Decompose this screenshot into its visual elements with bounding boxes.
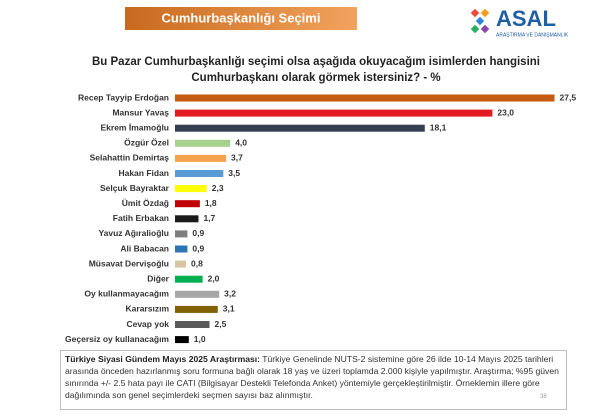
page-number: 38 [540,394,547,400]
footnote-text: Türkiye Genelinde NUTS-2 sistemine göre … [65,354,559,400]
category-label: Müsavat Dervişoğlu [89,258,169,268]
header-banner [125,7,357,30]
bar [175,245,188,253]
bar [175,94,555,102]
category-label: Selçuk Bayraktar [100,183,170,193]
value-label: 3,5 [228,168,240,178]
bar [175,109,493,117]
category-label: Diğer [147,273,169,283]
bar [175,290,220,298]
value-label: 18,1 [430,122,447,132]
value-label: 0,9 [192,243,204,253]
value-label: 4,0 [235,138,247,148]
value-label: 1,0 [194,334,206,344]
bar [175,170,224,177]
category-label: Yavuz Ağıralioğlu [98,228,169,238]
value-label: 2,3 [212,183,224,193]
value-label: 3,7 [231,153,243,163]
category-label: Cevap yok [126,319,169,329]
category-label: Ali Babacan [120,243,169,253]
category-label: Özgür Özel [124,138,169,148]
value-label: 1,7 [203,213,215,223]
value-label: 23,0 [497,107,514,117]
category-label: Ekrem İmamoğlu [101,122,170,132]
category-label: Selahattin Demirtaş [90,153,170,163]
value-label: 3,1 [223,304,235,314]
value-label: 0,9 [192,228,204,238]
bar [175,215,199,223]
value-label: 27,5 [560,92,577,102]
category-label: Oy kullanmayacağım [84,289,169,299]
bar [175,200,200,208]
bar [175,321,210,328]
category-label: Mansur Yavaş [112,107,169,117]
bar [175,185,207,193]
category-label: Kararsızım [126,304,170,314]
value-label: 3,2 [224,289,236,299]
value-label: 2,5 [215,319,227,329]
chart-title: Bu Pazar Cumhurbaşkanlığı seçimi olsa aş… [92,56,540,68]
bar [175,154,227,162]
category-label: Geçersiz oy kullanacağım [65,334,169,344]
bar [175,230,188,238]
value-label: 2,0 [208,273,220,283]
bar [175,275,203,283]
chart-title: Cumhurbaşkanı olarak görmek istersiniz? … [191,72,440,84]
bar [175,124,425,132]
value-label: 1,8 [205,198,217,208]
bar [175,305,218,313]
footnote-heading: Türkiye Siyasi Gündem Mayıs 2025 Araştır… [65,354,261,364]
category-label: Recep Tayyip Erdoğan [78,92,169,102]
category-label: Ümit Özdağ [122,198,169,208]
bar [175,139,231,147]
logo-text: ASAL [496,6,556,31]
bar [175,336,189,344]
footnote: Türkiye Siyasi Gündem Mayıs 2025 Araştır… [60,350,567,410]
logo-icon [470,8,490,34]
bar [175,260,187,268]
header-title: Cumhurbaşkanlığı Seçimi [162,10,321,25]
value-label: 0,8 [191,258,203,268]
category-label: Fatih Erbakan [113,213,169,223]
logo-subtitle: ARAŞTIRMA VE DANIŞMANLIK [496,32,569,38]
category-label: Hakan Fidan [118,168,169,178]
